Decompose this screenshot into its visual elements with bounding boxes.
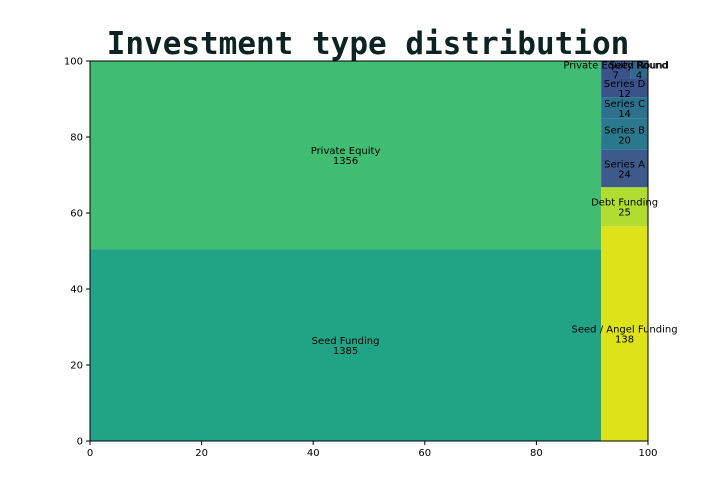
cell-label-series-b: Series B: [604, 125, 645, 136]
x-tick-label: 0: [87, 448, 93, 459]
plot-frame: [89, 60, 649, 442]
cell-label-seed-angel-funding: Seed / Angel Funding: [572, 325, 678, 336]
y-tick-label: 40: [70, 285, 83, 296]
x-tick-label: 20: [195, 448, 208, 459]
cell-value-series-c: 14: [618, 109, 631, 120]
y-tick-label: 80: [70, 133, 83, 144]
cell-label-seed-round: Seed Round: [609, 61, 669, 72]
treemap-cell-seed-funding: [90, 249, 602, 441]
x-tick-label: 40: [307, 448, 320, 459]
x-axis: 0 20 40 60 80 100: [87, 441, 658, 459]
treemap-cell-seed-angel-funding: [601, 226, 648, 441]
cell-label-series-a: Series A: [604, 160, 645, 171]
cell-value-seed-funding: 1385: [333, 346, 358, 357]
treemap-cell-private-equity-round: [601, 61, 631, 79]
treemap-cell-series-d: [601, 78, 648, 98]
cell-value-debt-funding: 25: [618, 208, 631, 219]
treemap-cell-series-a: [601, 149, 648, 188]
treemap-cell-seed-round: [630, 61, 648, 79]
x-tick-label: 80: [530, 448, 543, 459]
cell-value-seed-angel-funding: 138: [615, 335, 634, 346]
y-axis: 0 20 40 60 80 100: [64, 57, 90, 448]
x-tick-label: 60: [418, 448, 431, 459]
cell-value-private-equity-round: 7: [612, 71, 618, 82]
cell-label-series-c: Series C: [604, 99, 645, 110]
treemap-cell-series-c: [601, 97, 648, 119]
cell-label-seed-funding: Seed Funding: [312, 336, 380, 347]
cell-value-seed-round: 4: [636, 71, 642, 82]
cell-label-private-equity-round: Private Equity Round: [563, 61, 667, 72]
y-tick-label: 100: [64, 57, 83, 68]
y-tick-label: 60: [70, 209, 83, 220]
chart-title: Investment type distribution: [107, 26, 630, 62]
treemap-cell-private-equity: [90, 61, 602, 250]
treemap-cell-series-b: [601, 118, 648, 150]
cell-value-series-d: 12: [618, 89, 631, 100]
cell-value-private-equity: 1356: [333, 156, 358, 167]
cell-value-series-b: 20: [618, 135, 631, 146]
cell-label-debt-funding: Debt Funding: [591, 198, 658, 209]
cell-label-private-equity: Private Equity: [311, 146, 381, 157]
cell-value-series-a: 24: [618, 170, 631, 181]
cell-label-series-d: Series D: [604, 79, 646, 90]
x-tick-label: 100: [638, 448, 657, 459]
y-tick-label: 0: [77, 437, 83, 448]
treemap-cell-debt-funding: [601, 187, 648, 227]
treemap-rects: [90, 61, 648, 441]
y-tick-label: 20: [70, 361, 83, 372]
